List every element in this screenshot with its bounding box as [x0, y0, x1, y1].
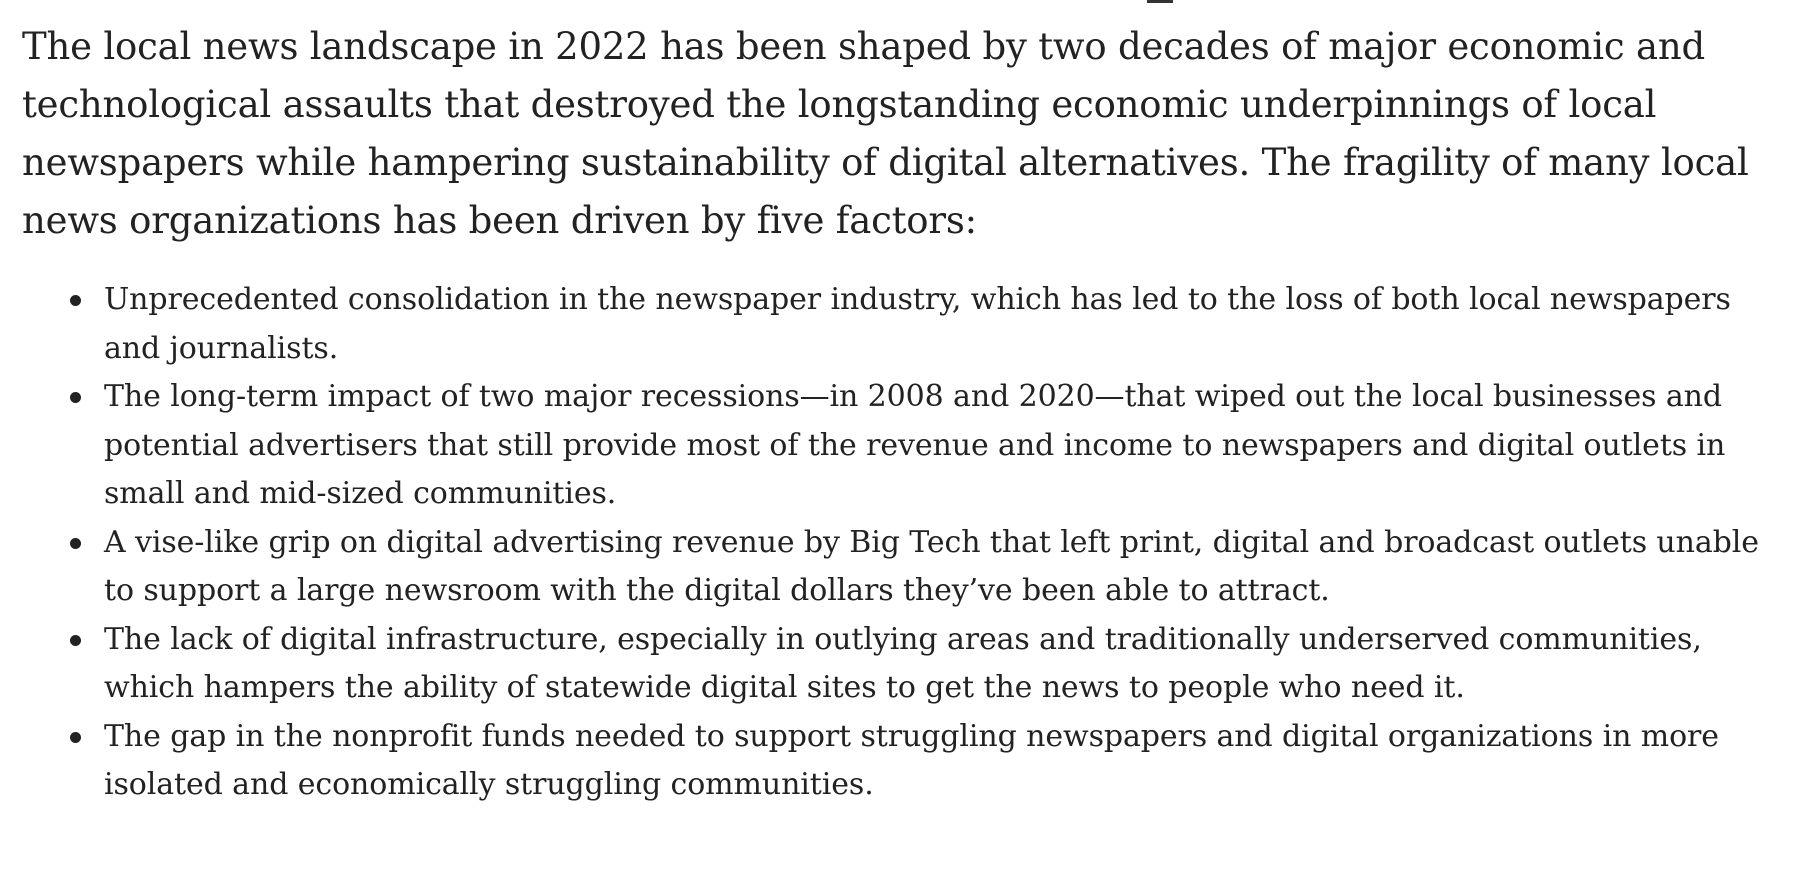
bullet-icon: [70, 392, 81, 403]
bullet-icon: [70, 295, 81, 306]
list-item: The lack of digital infrastructure, espe…: [70, 616, 1782, 713]
list-item-text: Unprecedented consolidation in the newsp…: [104, 282, 1731, 366]
bullet-icon: [70, 731, 81, 743]
list-item-text: A vise-like grip on digital advertising …: [104, 524, 1759, 609]
lead-paragraph: The local news landscape in 2022 has bee…: [22, 25, 1749, 242]
article-body: The local news landscape in 2022 has bee…: [22, 18, 1782, 810]
list-item: Unprecedented consolidation in the newsp…: [70, 276, 1782, 373]
top-edge-mark: [1147, 0, 1173, 3]
list-item: The gap in the nonprofit funds needed to…: [70, 713, 1782, 810]
list-item-text: The gap in the nonprofit funds needed to…: [104, 718, 1719, 803]
list-item-text: The lack of digital infrastructure, espe…: [104, 621, 1702, 706]
list-item: The long-term impact of two major recess…: [70, 373, 1782, 519]
list-item-text: The long-term impact of two major recess…: [104, 379, 1726, 511]
list-item: A vise-like grip on digital advertising …: [70, 519, 1782, 616]
bullet-icon: [70, 634, 81, 646]
factors-list: Unprecedented consolidation in the newsp…: [22, 276, 1782, 810]
bullet-icon: [70, 537, 81, 549]
